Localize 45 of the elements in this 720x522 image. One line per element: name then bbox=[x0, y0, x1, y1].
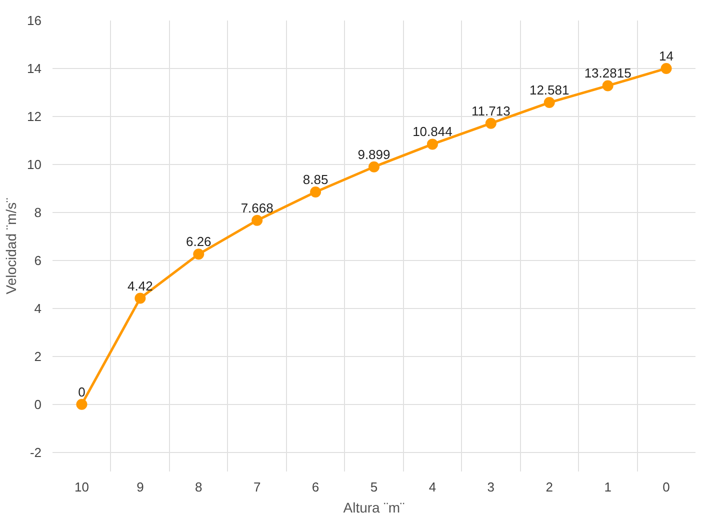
x-tick-label: 3 bbox=[487, 480, 495, 494]
point bbox=[544, 97, 555, 108]
x-tick-label: 8 bbox=[195, 480, 202, 494]
y-tick-label: 12 bbox=[27, 108, 42, 124]
point bbox=[602, 80, 614, 92]
data-label: 14 bbox=[659, 48, 674, 64]
data-label: 12.581 bbox=[529, 82, 570, 98]
y-tick-label: 14 bbox=[27, 60, 42, 76]
x-tick-label: 4 bbox=[428, 480, 436, 494]
data-label: 11.713 bbox=[472, 103, 510, 118]
y-tick-label: 4 bbox=[34, 300, 42, 316]
y-tick-label: 8 bbox=[34, 204, 42, 220]
x-tick-label: 6 bbox=[312, 480, 320, 494]
y-tick-label: 16 bbox=[27, 13, 42, 28]
y-tick-label: 2 bbox=[34, 348, 42, 364]
data-label: 0 bbox=[78, 384, 86, 400]
point bbox=[193, 248, 204, 260]
data-label: 6.26 bbox=[186, 234, 212, 250]
point bbox=[310, 186, 322, 198]
point bbox=[134, 292, 146, 304]
point bbox=[252, 214, 263, 226]
x-axis-title: Altura ¨m¨ bbox=[343, 500, 406, 516]
y-tick-label: -2 bbox=[30, 444, 42, 460]
x-tick-label: 9 bbox=[136, 480, 144, 494]
y-tick-label: 10 bbox=[27, 156, 42, 172]
x-tick-label: 2 bbox=[546, 480, 553, 494]
data-label: 4.42 bbox=[128, 278, 153, 294]
x-tick-label: 5 bbox=[370, 480, 378, 494]
point bbox=[368, 161, 380, 172]
point bbox=[485, 118, 496, 129]
x-tick-label: 1 bbox=[604, 480, 612, 494]
x-tick-label: 7 bbox=[253, 480, 261, 494]
y-tick-label: 0 bbox=[34, 396, 42, 412]
x-tick-label: 10 bbox=[74, 480, 89, 494]
point bbox=[76, 398, 88, 410]
data-label: 10.844 bbox=[412, 124, 452, 140]
point bbox=[426, 138, 438, 150]
data-label: 9.899 bbox=[358, 146, 390, 162]
x-tick-label: 0 bbox=[662, 480, 670, 494]
y-tick-label: 6 bbox=[34, 252, 42, 268]
point bbox=[660, 62, 672, 74]
data-label: 8.85 bbox=[302, 172, 328, 188]
data-label: 7.668 bbox=[240, 200, 274, 216]
y-axis-title: Velocidad ¨m/s¨ bbox=[3, 197, 20, 294]
data-label: 13.2815 bbox=[584, 66, 632, 81]
